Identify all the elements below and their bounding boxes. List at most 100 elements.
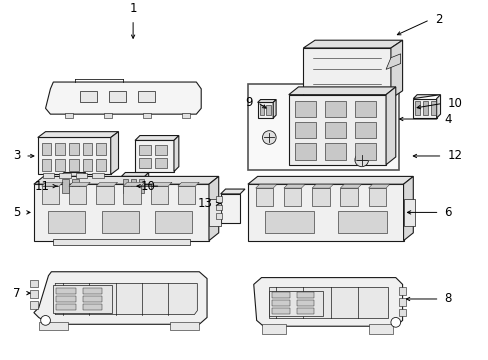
Bar [41,186,59,204]
Polygon shape [412,95,440,99]
Polygon shape [436,95,440,118]
Bar [414,102,419,115]
Text: 11: 11 [34,180,49,193]
Bar [69,159,79,171]
Text: 3: 3 [13,149,20,162]
Bar [430,102,435,115]
Polygon shape [34,184,208,240]
Bar [96,143,105,155]
Bar [398,287,406,295]
Bar [259,105,264,115]
Bar [56,288,76,294]
Bar [155,211,192,233]
Bar [324,143,346,160]
Text: 10: 10 [141,180,155,193]
Bar [155,158,167,168]
Bar [69,186,86,204]
Bar [284,188,301,206]
Bar [131,179,136,193]
Polygon shape [288,95,385,165]
Bar [123,186,141,204]
Bar [261,324,285,334]
Bar [82,296,102,302]
Bar [296,300,313,306]
Bar [265,211,313,233]
Polygon shape [96,182,117,186]
Bar [338,211,386,233]
Bar [41,143,51,155]
Bar [294,122,315,139]
Polygon shape [45,82,201,114]
Bar [82,143,92,155]
Bar [62,179,69,193]
Polygon shape [34,176,218,184]
Bar [55,159,65,171]
Bar [56,304,76,310]
Bar [178,186,195,204]
Bar [41,159,51,171]
Bar [296,292,313,298]
Bar [138,91,155,103]
Bar [142,113,150,118]
Bar [92,174,104,178]
Polygon shape [178,182,199,186]
Polygon shape [81,172,85,196]
Polygon shape [60,176,81,196]
Bar [255,188,273,206]
Text: 4: 4 [444,113,451,126]
Polygon shape [284,184,305,188]
Polygon shape [412,99,436,118]
Polygon shape [220,189,244,194]
Bar [76,174,87,178]
Polygon shape [69,182,90,186]
Circle shape [262,131,276,144]
Bar [30,279,38,287]
Bar [311,188,329,206]
Bar [39,322,68,330]
Polygon shape [255,184,277,188]
Bar [182,113,189,118]
Polygon shape [41,182,63,186]
Bar [354,100,376,117]
Bar [403,199,414,226]
Bar [296,308,313,314]
Polygon shape [135,140,174,172]
Bar [272,292,289,298]
Polygon shape [60,172,85,176]
Bar [294,143,315,160]
Polygon shape [121,176,144,196]
Bar [72,179,79,193]
Polygon shape [150,182,172,186]
Bar [215,213,221,219]
Polygon shape [253,278,402,326]
Bar [422,102,427,115]
Bar [96,159,105,171]
Bar [215,204,221,211]
Bar [139,179,143,193]
Bar [155,145,167,155]
Polygon shape [385,87,395,165]
Bar [398,298,406,306]
Text: 7: 7 [13,287,20,300]
Bar [368,324,392,334]
Polygon shape [390,40,402,99]
Polygon shape [38,132,118,138]
Bar [269,291,322,316]
Polygon shape [257,103,273,118]
Bar [272,300,289,306]
Polygon shape [135,136,179,140]
Bar [324,100,346,117]
Text: 12: 12 [447,149,461,162]
Bar [354,122,376,139]
Bar [55,143,65,155]
Bar [247,84,398,170]
Bar [65,113,73,118]
Text: 9: 9 [245,96,252,109]
Bar [139,158,150,168]
Circle shape [390,318,400,327]
Bar [56,296,76,302]
Circle shape [41,315,50,325]
Bar [53,285,111,312]
Polygon shape [385,54,400,69]
Bar [96,186,113,204]
